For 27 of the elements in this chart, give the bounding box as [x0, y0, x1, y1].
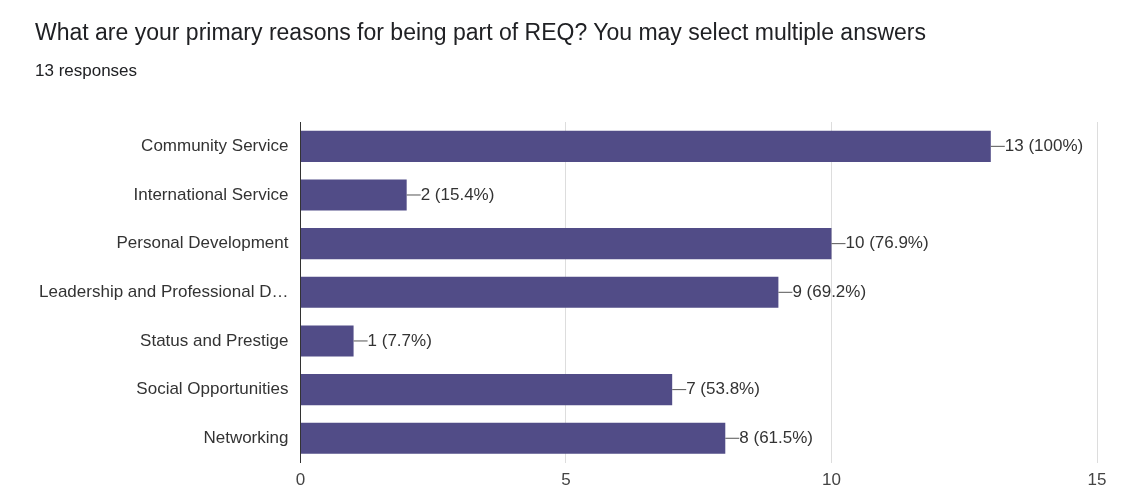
- chart-title: What are your primary reasons for being part of REQ? You may select multiple answers: [35, 19, 927, 46]
- data-label: 1 (7.7%): [367, 330, 432, 350]
- data-label: 9 (69.2%): [792, 281, 867, 301]
- bar: [300, 325, 354, 357]
- bar: [300, 228, 832, 260]
- y-tick-label: Personal Development: [116, 233, 289, 253]
- bar: [300, 130, 991, 162]
- bar: [300, 422, 726, 454]
- y-tick-label: Social Opportunities: [136, 379, 289, 399]
- data-label: 13 (100%): [1004, 136, 1084, 156]
- bar: [300, 374, 673, 406]
- data-label: 7 (53.8%): [686, 379, 760, 399]
- x-tick-label: 0: [295, 470, 306, 490]
- data-label: 10 (76.9%): [845, 233, 929, 253]
- y-tick-label: Community Service: [141, 136, 289, 156]
- y-tick-label: International Service: [133, 184, 289, 204]
- y-tick-label: Leadership and Professional D…: [39, 281, 289, 301]
- y-tick-label: Status and Prestige: [140, 330, 289, 350]
- y-tick-label: Networking: [203, 427, 289, 447]
- text: 13 responses: [35, 61, 138, 81]
- x-tick-label: 10: [822, 470, 841, 490]
- x-tick-label: 5: [561, 470, 571, 490]
- bar: [300, 179, 407, 211]
- bar: [300, 276, 779, 308]
- data-label: 8 (61.5%): [739, 427, 813, 447]
- x-tick-label: 15: [1087, 470, 1107, 490]
- data-label: 2 (15.4%): [420, 184, 495, 204]
